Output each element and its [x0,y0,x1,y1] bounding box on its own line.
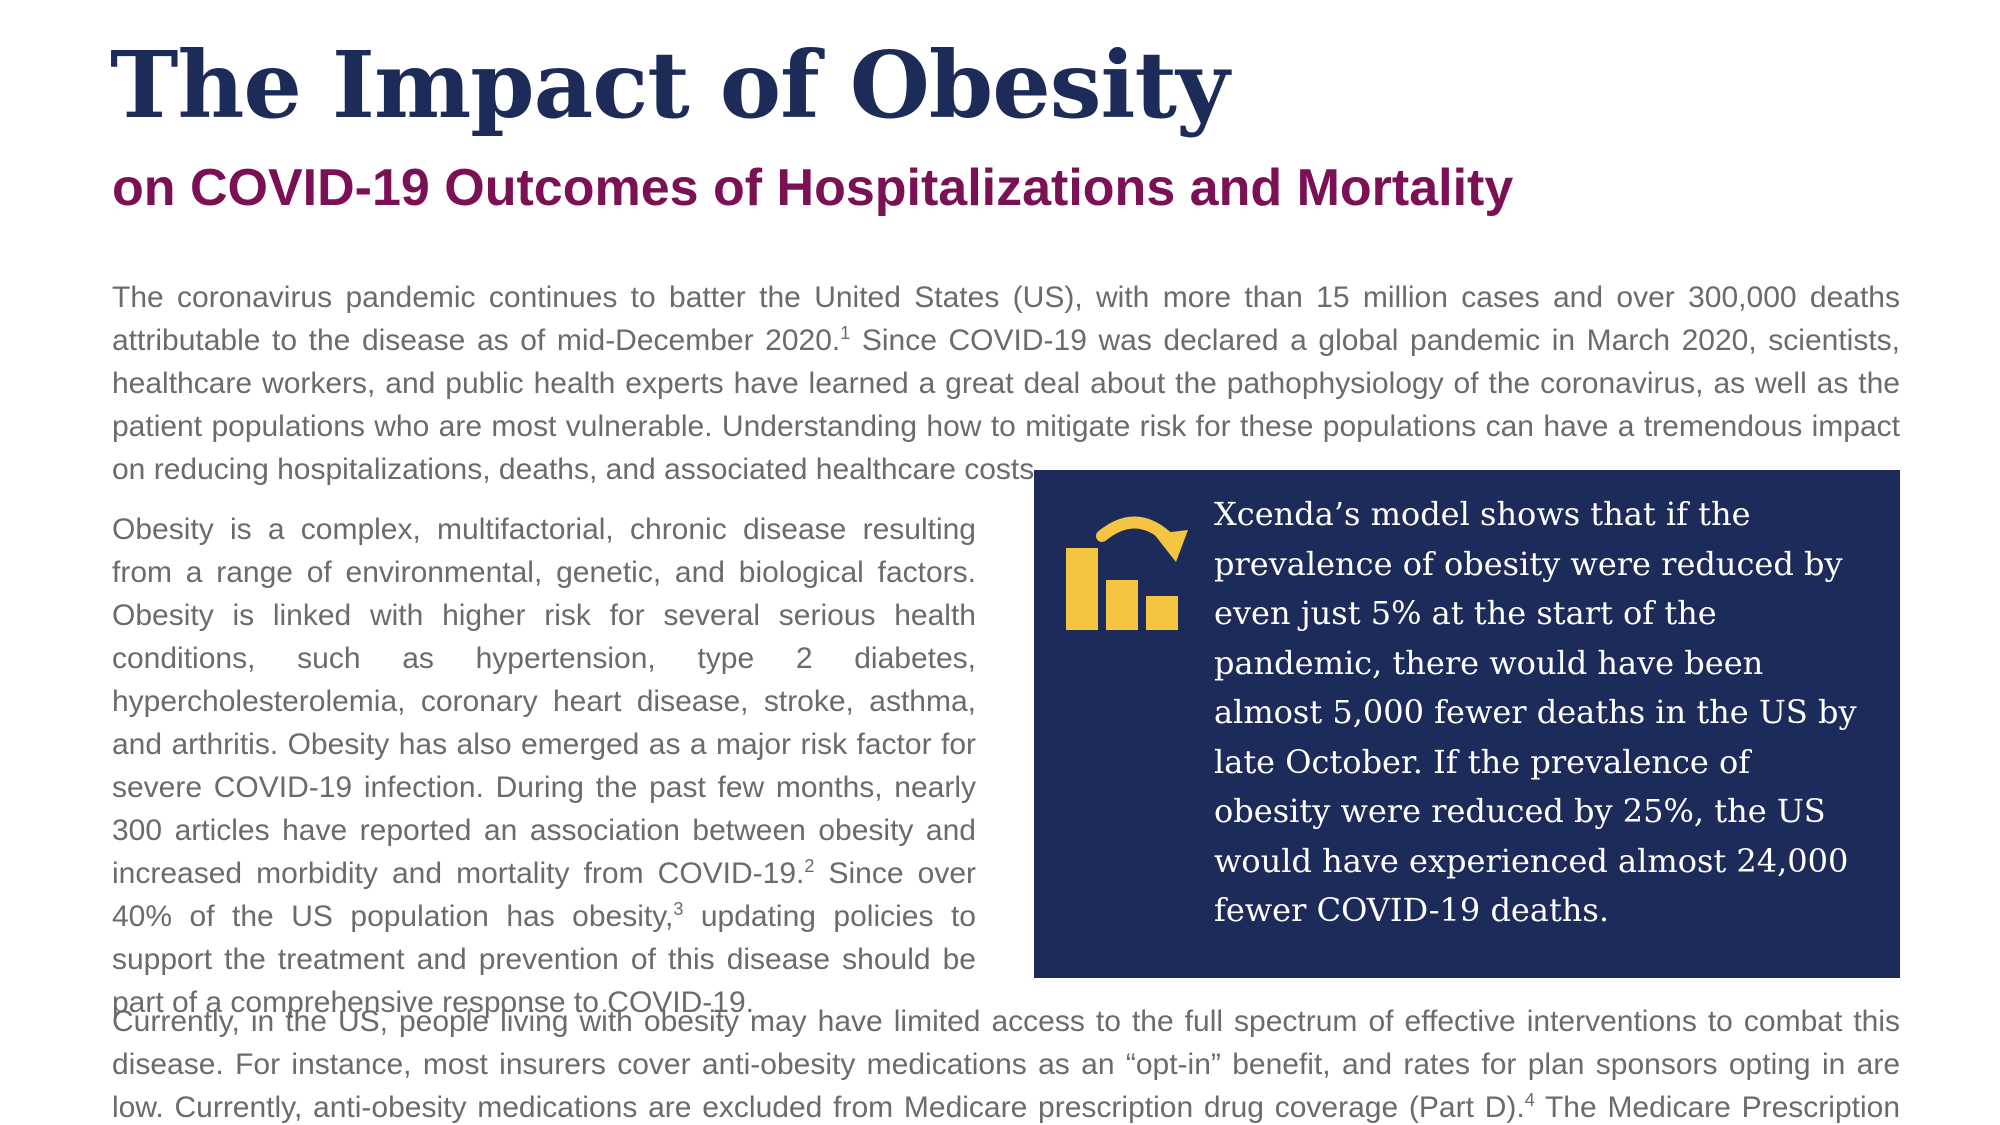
intro-paragraph: The coronavirus pandemic continues to ba… [112,276,1900,491]
intro-text-part2: Since COVID-19 was declared a global pan… [112,324,1900,486]
page-title: The Impact of Obesity [110,31,1229,139]
callout-text: Xcenda’s model shows that if the prevale… [1214,495,1857,929]
callout-box: Xcenda’s model shows that if the prevale… [1034,470,1900,978]
page-subtitle: on COVID-19 Outcomes of Hospitalizations… [112,159,1514,217]
obesity-text-part2: Since over 40% of the US population has … [112,857,977,933]
bar-chart-down-arrow-icon [1066,516,1188,630]
intro-text-part1: The coronavirus pandemic continues to ba… [112,281,1900,357]
footnote-ref-1: 1 [840,323,851,343]
access-text-part1: Currently, in the US, people living with… [112,1005,1900,1124]
footnote-ref-4: 4 [1524,1090,1535,1110]
access-paragraph: Currently, in the US, people living with… [112,1000,1900,1125]
obesity-text-part1: Obesity is a complex, multifactorial, ch… [112,513,976,890]
footnote-ref-3: 3 [673,899,684,919]
access-text-part2: The Medicare Prescription Drug, Improvem… [1544,1091,1901,1124]
footnote-ref-2: 2 [804,856,815,876]
obesity-text-part3: updating policies to support the treatme… [112,900,976,1019]
obesity-paragraph: Obesity is a complex, multifactorial, ch… [112,508,976,1024]
